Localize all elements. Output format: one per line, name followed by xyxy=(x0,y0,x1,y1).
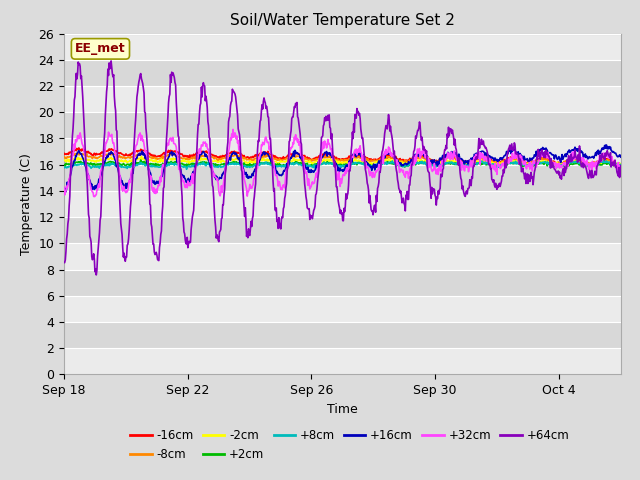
Bar xyxy=(64,112,621,138)
Bar xyxy=(64,191,621,217)
Bar xyxy=(64,270,621,296)
Bar xyxy=(64,165,621,191)
Bar xyxy=(64,348,621,374)
Bar xyxy=(64,60,621,86)
Y-axis label: Temperature (C): Temperature (C) xyxy=(20,153,33,255)
X-axis label: Time: Time xyxy=(327,403,358,416)
Bar xyxy=(64,217,621,243)
Bar xyxy=(64,243,621,270)
Text: EE_met: EE_met xyxy=(75,42,126,55)
Legend: -16cm, -8cm, -2cm, +2cm, +8cm, +16cm, +32cm, +64cm: -16cm, -8cm, -2cm, +2cm, +8cm, +16cm, +3… xyxy=(125,425,574,466)
Bar xyxy=(64,322,621,348)
Bar xyxy=(64,34,621,60)
Bar xyxy=(64,296,621,322)
Bar xyxy=(64,86,621,112)
Bar xyxy=(64,138,621,165)
Title: Soil/Water Temperature Set 2: Soil/Water Temperature Set 2 xyxy=(230,13,455,28)
